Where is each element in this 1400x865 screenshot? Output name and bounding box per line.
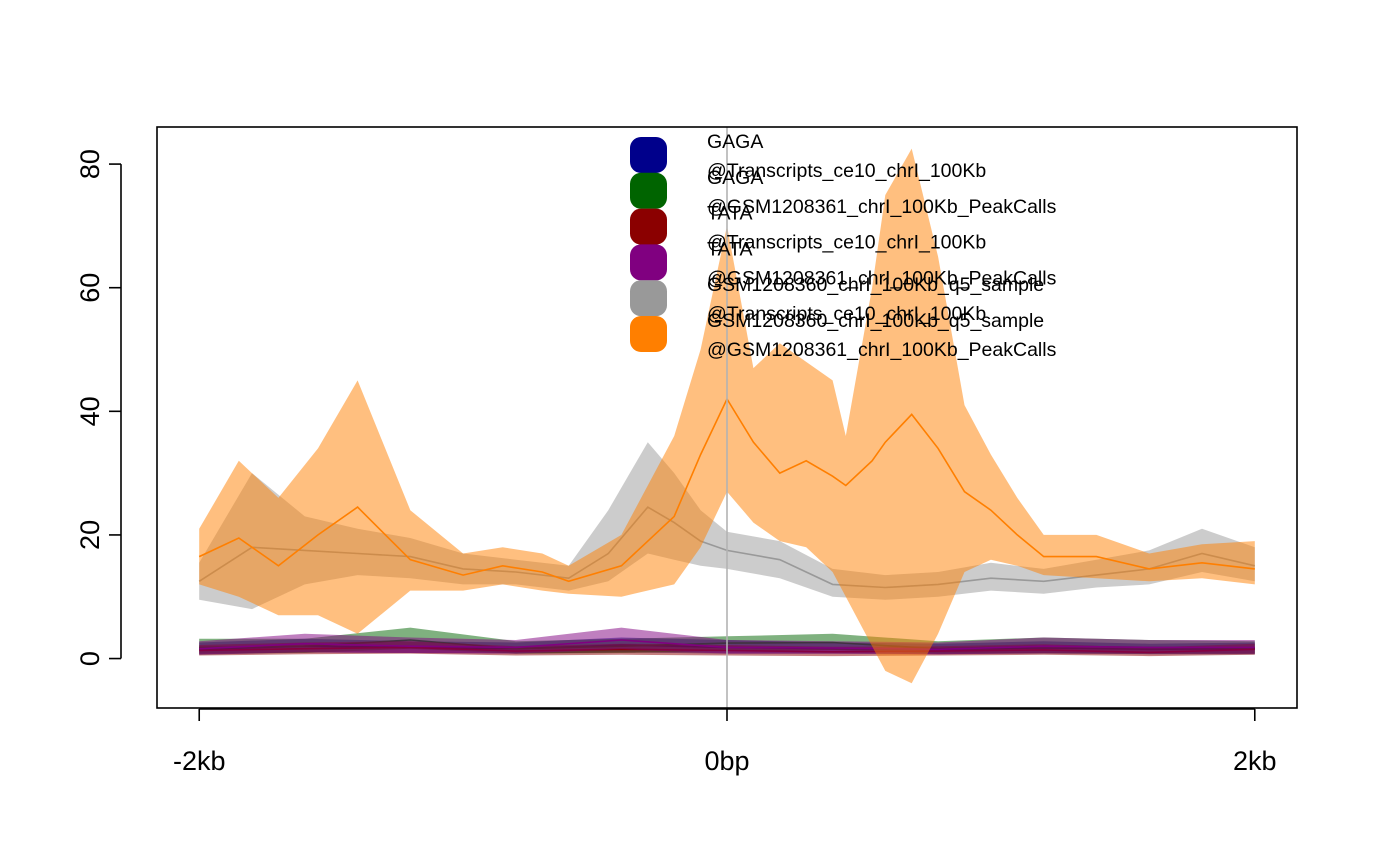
legend-item: TATA @GSM1208361_chrI_100Kb_PeakCalls	[630, 238, 1057, 289]
legend-label: GSM1208360_chrI_100Kb_q5_sample @GSM12083…	[707, 310, 1057, 361]
legend-label: TATA @GSM1208361_chrI_100Kb_PeakCalls	[707, 238, 1057, 289]
plot-box	[156, 126, 1298, 709]
y-tick-label: 40	[75, 396, 105, 426]
x-tick-label: 0bp	[704, 746, 749, 776]
legend-swatch	[630, 137, 667, 173]
legend-swatch	[630, 280, 667, 317]
y-tick-label: 20	[75, 520, 105, 550]
legend-label: GAGA @Transcripts_ce10_chrI_100Kb	[707, 131, 986, 182]
y-tick-label: 80	[75, 149, 105, 179]
legend-item: GSM1208360_chrI_100Kb_q5_sample @GSM12083…	[630, 310, 1057, 361]
legend-label: GAGA @GSM1208361_chrI_100Kb_PeakCalls	[707, 167, 1057, 218]
legend-label: GSM1208360_chrI_100Kb_q5_sample @Transcri…	[707, 274, 1044, 325]
legend-swatch	[630, 208, 667, 245]
legend-swatch	[630, 244, 667, 281]
mean-line	[198, 397, 1255, 583]
x-tick-label: 2kb	[1233, 746, 1277, 776]
legend-item: GAGA @GSM1208361_chrI_100Kb_PeakCalls	[630, 167, 1057, 218]
legend-label: TATA @Transcripts_ce10_chrI_100Kb	[707, 203, 986, 254]
x-tick-label: -2kb	[173, 746, 226, 776]
legend-item: TATA @Transcripts_ce10_chrI_100Kb	[630, 203, 986, 254]
y-axis: 0 20 40 60 80	[75, 149, 122, 666]
legend-swatch	[630, 172, 667, 209]
legend-item: GAGA @Transcripts_ce10_chrI_100Kb	[630, 131, 986, 182]
y-tick-label: 0	[75, 651, 105, 666]
x-axis: -2kb 0bp 2kb	[173, 708, 1277, 776]
y-tick-label: 60	[75, 273, 105, 303]
legend-item: GSM1208360_chrI_100Kb_q5_sample @Transcri…	[630, 274, 1044, 325]
legend-swatch	[630, 316, 667, 352]
